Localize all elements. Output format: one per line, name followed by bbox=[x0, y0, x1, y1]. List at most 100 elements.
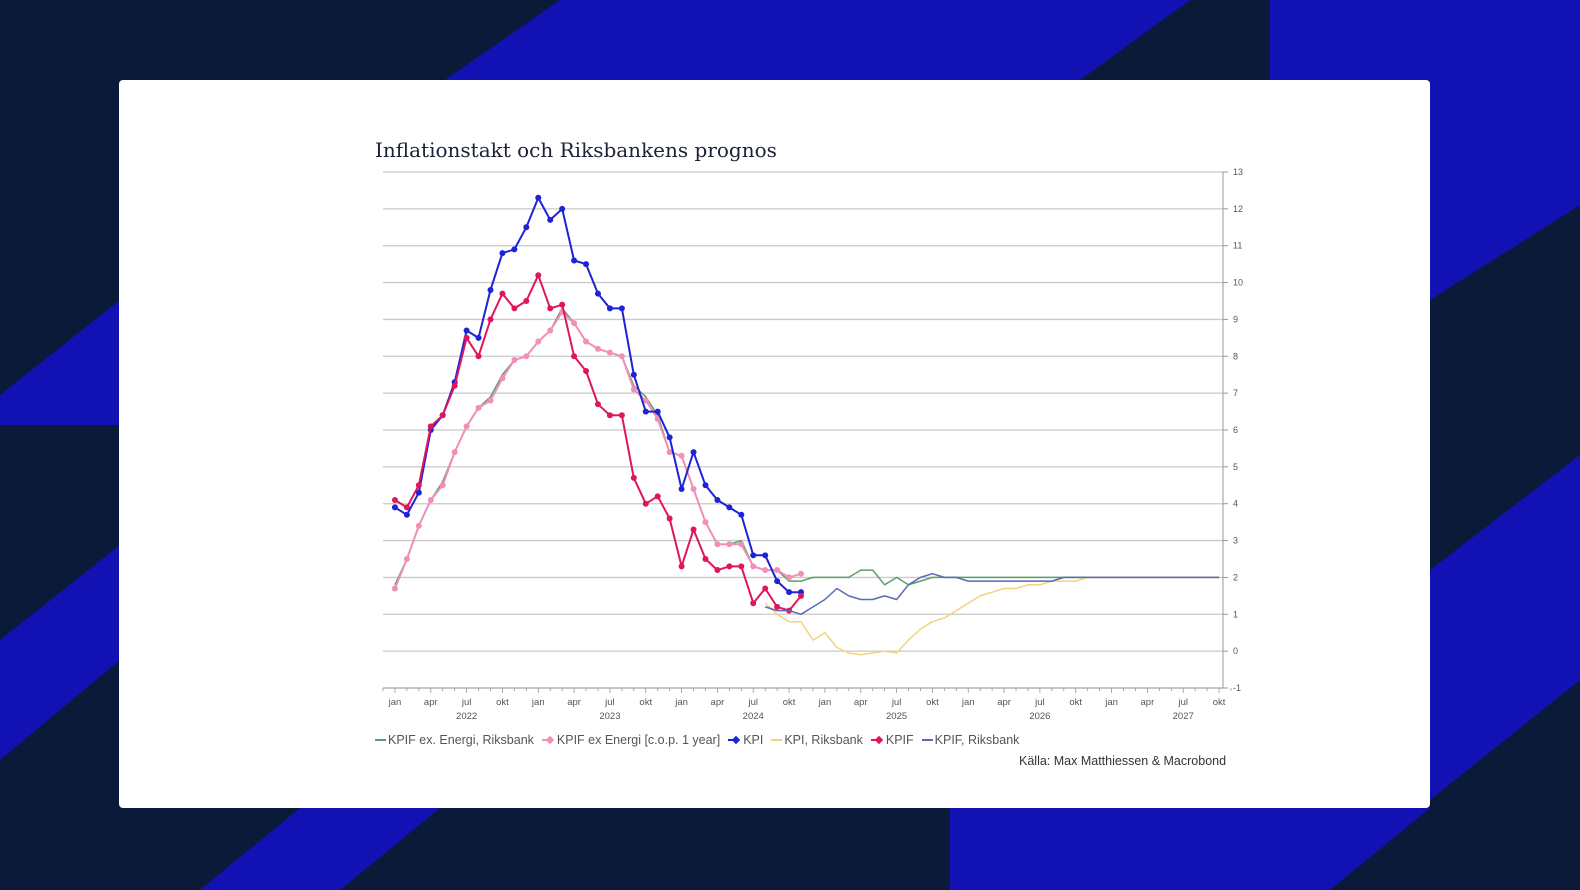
x-year-label: 2023 bbox=[599, 711, 620, 722]
y-tick-label: 3 bbox=[1233, 536, 1238, 546]
legend-item: KPIF ex. Energi, Riksbank bbox=[375, 733, 534, 747]
data-point bbox=[523, 224, 530, 231]
data-point bbox=[762, 585, 769, 592]
x-tick-label: jan bbox=[1104, 697, 1118, 708]
series-line-0 bbox=[394, 307, 1220, 586]
data-point bbox=[583, 338, 590, 345]
data-point bbox=[451, 382, 458, 389]
data-point bbox=[415, 522, 422, 529]
data-point bbox=[547, 327, 554, 334]
x-tick-label: jul bbox=[1177, 697, 1188, 708]
data-point bbox=[535, 338, 542, 345]
y-tick-label: 6 bbox=[1233, 425, 1238, 435]
data-point bbox=[487, 397, 494, 404]
y-tick-label: 11 bbox=[1233, 241, 1242, 251]
data-point bbox=[391, 585, 398, 592]
x-tick-label: apr bbox=[1141, 697, 1155, 708]
data-point bbox=[618, 412, 625, 419]
data-point bbox=[774, 567, 781, 574]
x-tick-label: jan bbox=[531, 697, 545, 708]
data-point bbox=[511, 356, 518, 363]
data-point bbox=[571, 320, 578, 327]
data-point bbox=[487, 286, 494, 293]
data-point bbox=[391, 504, 398, 511]
data-point bbox=[714, 497, 721, 504]
data-point bbox=[606, 305, 613, 312]
data-point bbox=[678, 485, 685, 492]
data-point bbox=[702, 519, 709, 526]
data-point bbox=[654, 415, 661, 422]
data-point bbox=[583, 261, 590, 268]
data-point bbox=[439, 412, 446, 419]
data-point bbox=[666, 515, 673, 522]
legend-label: KPI bbox=[743, 733, 764, 747]
x-year-label: 2022 bbox=[456, 711, 477, 722]
data-point bbox=[630, 371, 637, 378]
y-tick-label: 13 bbox=[1233, 167, 1243, 177]
x-tick-label: jul bbox=[461, 697, 472, 708]
y-tick-label: 9 bbox=[1233, 314, 1238, 324]
legend-swatch bbox=[771, 739, 783, 741]
data-point bbox=[559, 301, 566, 308]
data-point bbox=[415, 489, 422, 496]
data-point bbox=[571, 353, 578, 360]
x-tick-label: okt bbox=[1213, 697, 1226, 708]
chart-legend: KPIF ex. Energi, Riksbank KPIF ex Energi … bbox=[375, 733, 1019, 747]
legend-item: KPI, Riksbank bbox=[771, 733, 863, 747]
data-point bbox=[738, 541, 745, 548]
data-point bbox=[499, 290, 506, 297]
data-point bbox=[475, 334, 482, 341]
data-point bbox=[403, 556, 410, 562]
x-tick-label: jan bbox=[818, 697, 832, 708]
x-tick-label: jul bbox=[891, 697, 902, 708]
legend-marker bbox=[874, 735, 884, 745]
data-point bbox=[678, 563, 685, 570]
data-point bbox=[571, 257, 578, 264]
data-point bbox=[594, 345, 601, 352]
y-tick-label: -1 bbox=[1233, 683, 1241, 693]
x-tick-label: apr bbox=[424, 697, 438, 708]
data-point bbox=[451, 449, 458, 456]
data-point bbox=[463, 327, 470, 334]
series-line-2 bbox=[394, 196, 801, 594]
x-tick-label: apr bbox=[711, 697, 725, 708]
x-tick-label: okt bbox=[496, 697, 509, 708]
data-point bbox=[547, 305, 554, 312]
data-point bbox=[738, 511, 745, 518]
legend-item: KPIF bbox=[870, 733, 914, 747]
data-point bbox=[774, 603, 781, 610]
x-year-label: 2027 bbox=[1173, 711, 1194, 722]
data-point bbox=[523, 353, 530, 360]
x-year-label: 2024 bbox=[743, 711, 764, 722]
x-year-label: 2026 bbox=[1029, 711, 1050, 722]
data-point bbox=[427, 497, 434, 504]
data-point bbox=[415, 482, 422, 489]
data-point bbox=[403, 504, 410, 511]
data-point bbox=[762, 567, 769, 574]
x-tick-label: jan bbox=[674, 697, 688, 708]
legend-swatch bbox=[921, 739, 933, 741]
x-tick-label: jul bbox=[747, 697, 758, 708]
y-tick-label: 1 bbox=[1233, 609, 1238, 619]
data-point bbox=[511, 246, 518, 253]
data-point bbox=[499, 375, 506, 382]
data-point bbox=[762, 552, 769, 559]
legend-label: KPIF bbox=[885, 733, 914, 747]
chart-card: Inflationstakt och Riksbankens prognos -… bbox=[119, 80, 1430, 808]
source-note: Källa: Max Matthiessen & Macrobond bbox=[1019, 754, 1227, 768]
data-point bbox=[690, 449, 697, 456]
data-point bbox=[618, 353, 625, 360]
data-point bbox=[535, 194, 542, 201]
x-tick-label: jul bbox=[1034, 697, 1045, 708]
data-point bbox=[690, 485, 697, 492]
legend-label: KPIF ex Energi [c.o.p. 1 year] bbox=[556, 733, 721, 747]
data-point bbox=[726, 563, 733, 570]
data-point bbox=[403, 511, 410, 518]
data-point bbox=[798, 592, 805, 599]
data-point bbox=[630, 386, 637, 393]
y-tick-label: 12 bbox=[1233, 204, 1243, 214]
data-point bbox=[786, 589, 793, 596]
data-point bbox=[427, 423, 434, 430]
data-point bbox=[583, 368, 590, 375]
data-point bbox=[726, 541, 733, 548]
